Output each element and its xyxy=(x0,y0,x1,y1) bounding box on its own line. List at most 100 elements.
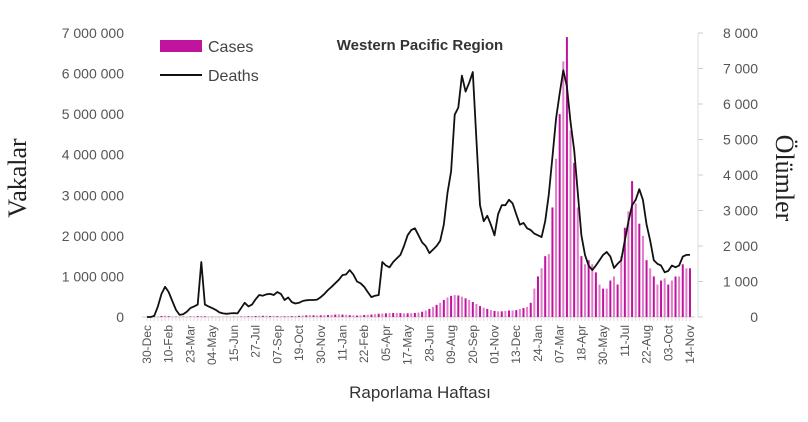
x-tick-label: 04-May xyxy=(205,325,219,365)
cases-bar xyxy=(381,313,384,317)
cases-bar xyxy=(243,316,246,317)
cases-bar xyxy=(598,284,601,317)
cases-bar xyxy=(247,316,250,317)
cases-bar xyxy=(605,288,608,317)
cases-bar xyxy=(334,314,337,317)
y-left-tick-label: 7 000 000 xyxy=(62,25,124,41)
y-right-tick-label: 4 000 xyxy=(723,167,758,183)
cases-bar xyxy=(348,315,351,317)
cases-bar xyxy=(366,314,369,317)
y-right-tick-label: 1 000 xyxy=(723,274,758,290)
cases-bar xyxy=(319,315,322,317)
cases-bar xyxy=(631,181,634,317)
y-left-tick-label: 1 000 000 xyxy=(62,268,124,284)
y-axis-right-title: Ölümler xyxy=(770,135,799,222)
cases-bar xyxy=(363,314,366,317)
cases-bar xyxy=(518,308,521,317)
cases-bar xyxy=(424,310,427,317)
cases-bar xyxy=(290,316,293,317)
x-tick-label: 22-Feb xyxy=(357,325,371,363)
legend-label-deaths: Deaths xyxy=(208,68,259,85)
x-tick-label: 09-Aug xyxy=(444,325,458,364)
y-right-tick-label: 3 000 xyxy=(723,203,758,219)
cases-bar xyxy=(327,314,329,317)
cases-bar xyxy=(196,316,199,317)
y-right-tick-label: 0 xyxy=(750,309,758,325)
x-tick-label: 28-Jun xyxy=(422,325,436,362)
x-tick-label: 01-Nov xyxy=(488,325,502,364)
cases-bar xyxy=(656,284,659,317)
x-tick-label: 30-Dec xyxy=(140,325,154,364)
cases-bar xyxy=(203,316,206,317)
cases-bar xyxy=(486,308,489,317)
cases-bar xyxy=(634,203,637,317)
cases-bar xyxy=(482,307,485,317)
x-tick-label: 10-Feb xyxy=(162,325,176,363)
cases-bar xyxy=(388,313,391,317)
cases-bar xyxy=(587,260,590,317)
y-right-tick-label: 8 000 xyxy=(723,25,758,41)
cases-bar xyxy=(355,315,358,317)
cases-bar xyxy=(547,254,550,317)
cases-bar xyxy=(638,223,641,317)
y-left-tick-label: 2 000 000 xyxy=(62,228,124,244)
cases-bar xyxy=(468,299,471,317)
cases-bar xyxy=(413,312,416,317)
cases-bar xyxy=(254,315,257,317)
cases-bar xyxy=(167,316,170,317)
x-tick-label: 27-Jul xyxy=(249,325,263,358)
cases-bar xyxy=(493,310,496,317)
y-left-tick-label: 4 000 000 xyxy=(62,147,124,163)
cases-bar xyxy=(399,313,402,317)
x-tick-label: 30-May xyxy=(596,325,610,365)
x-tick-label: 19-Oct xyxy=(292,324,306,361)
cases-bar xyxy=(406,313,409,317)
cases-bar xyxy=(584,264,587,317)
cases-bar xyxy=(294,315,297,317)
cases-bar xyxy=(421,311,424,317)
cases-bar xyxy=(674,276,677,317)
cases-bar xyxy=(649,268,652,317)
x-tick-label: 07-Mar xyxy=(553,325,567,363)
cases-bar xyxy=(453,295,456,317)
cases-bar xyxy=(200,315,203,317)
x-tick-label: 11-Jan xyxy=(335,325,349,361)
cases-bar xyxy=(616,284,619,317)
legend-swatch-cases xyxy=(160,40,202,52)
x-tick-label: 30-Nov xyxy=(314,325,328,364)
cases-bar xyxy=(660,280,663,317)
cases-bar xyxy=(540,268,543,317)
y-left-tick-label: 6 000 000 xyxy=(62,66,124,82)
cases-bar xyxy=(500,311,503,317)
cases-bar xyxy=(305,315,308,317)
cases-bar xyxy=(652,276,655,317)
cases-bar xyxy=(323,315,326,317)
cases-bar xyxy=(298,315,301,317)
cases-bar xyxy=(428,308,431,317)
y-left-tick-label: 0 xyxy=(116,309,124,325)
cases-bar xyxy=(392,312,395,317)
cases-bar xyxy=(395,312,398,317)
cases-bar xyxy=(316,315,319,317)
cases-bar xyxy=(594,272,597,317)
x-tick-label: 15-Jun xyxy=(227,325,241,362)
y-right-tick-label: 7 000 xyxy=(723,61,758,77)
cases-bar xyxy=(442,299,445,317)
x-tick-label: 05-Apr xyxy=(379,325,393,361)
cases-bar xyxy=(250,316,253,317)
cases-bars xyxy=(146,37,691,318)
cases-bar xyxy=(529,302,532,317)
x-tick-label: 23-Mar xyxy=(183,325,197,363)
cases-bar xyxy=(417,312,420,317)
cases-bar xyxy=(663,278,666,317)
cases-bar xyxy=(576,207,579,317)
x-tick-label: 17-May xyxy=(401,325,415,365)
cases-bar xyxy=(479,306,482,317)
cases-bar xyxy=(475,304,478,317)
cases-bar xyxy=(526,306,529,317)
cases-bar xyxy=(279,316,282,317)
cases-bar xyxy=(489,310,492,317)
cases-bar xyxy=(276,316,279,317)
cases-bar xyxy=(193,316,196,317)
cases-bar xyxy=(464,298,467,317)
